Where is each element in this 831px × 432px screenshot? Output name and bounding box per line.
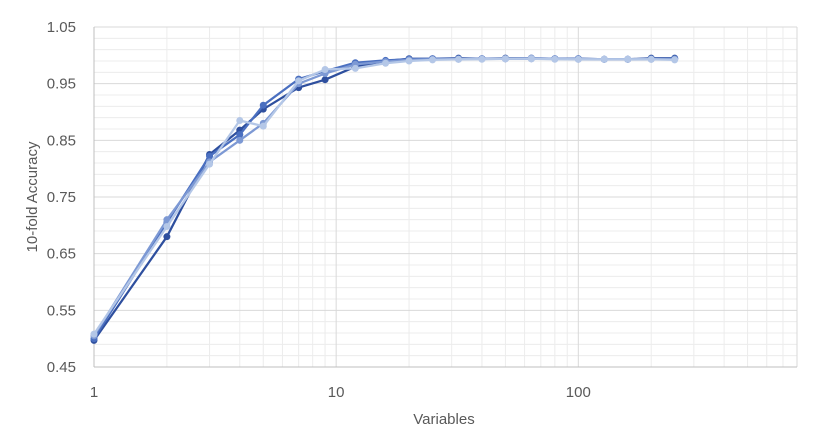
- series-3-point-6: [321, 66, 329, 73]
- series-1-point-2: [206, 152, 214, 160]
- y-tick-label-0: 0.45: [47, 359, 76, 376]
- series-layer: [90, 54, 679, 344]
- major-gridlines: [93, 26, 798, 368]
- y-tick-label-3: 0.75: [47, 189, 76, 206]
- tick-labels: 0.45 0.55 0.65 0.75 0.85 0.95 1.05 1 10 100: [47, 19, 591, 401]
- series-3: [90, 55, 679, 338]
- series-3-point-17: [600, 55, 608, 63]
- series-3-point-19: [647, 55, 655, 63]
- y-axis-title: 10-fold Accuracy: [24, 141, 41, 252]
- series-3-point-2: [206, 160, 214, 168]
- series-1-point-3: [236, 131, 244, 139]
- y-tick-label-1: 0.55: [47, 302, 76, 319]
- series-3-point-8: [382, 59, 390, 67]
- axes: [93, 27, 797, 368]
- y-tick-label-5: 0.95: [47, 76, 76, 93]
- series-3-point-11: [454, 55, 462, 63]
- series-3-point-9: [405, 57, 413, 65]
- series-0-point-1: [163, 233, 171, 241]
- series-1-point-4: [259, 101, 267, 109]
- series-3-line: [93, 57, 675, 335]
- x-tick-label-0: 1: [90, 384, 98, 401]
- series-3-point-5: [295, 77, 303, 85]
- series-3-point-7: [351, 64, 359, 72]
- series-3-point-15: [551, 55, 559, 63]
- series-3-point-10: [429, 56, 437, 64]
- series-3-point-14: [527, 55, 535, 63]
- x-tick-label-1: 10: [328, 384, 345, 401]
- series-3-point-13: [501, 55, 509, 63]
- series-0-point-6: [321, 76, 329, 84]
- x-tick-label-2: 100: [566, 384, 591, 401]
- series-3-point-3: [236, 117, 244, 124]
- y-tick-label-4: 0.85: [47, 132, 76, 149]
- series-2-point-3: [236, 136, 244, 144]
- series-3-point-20: [671, 56, 679, 64]
- series-3-point-12: [478, 55, 486, 63]
- x-axis-title: Variables: [413, 411, 474, 428]
- y-tick-label-6: 1.05: [47, 19, 76, 36]
- series-3-point-1: [163, 222, 171, 230]
- series-3-point-16: [574, 55, 582, 63]
- series-0: [90, 54, 679, 344]
- series-3-point-0: [90, 330, 98, 338]
- y-tick-label-2: 0.65: [47, 246, 76, 263]
- series-3-point-4: [259, 122, 267, 130]
- series-3-point-18: [624, 55, 632, 63]
- series-2-point-1: [163, 216, 171, 224]
